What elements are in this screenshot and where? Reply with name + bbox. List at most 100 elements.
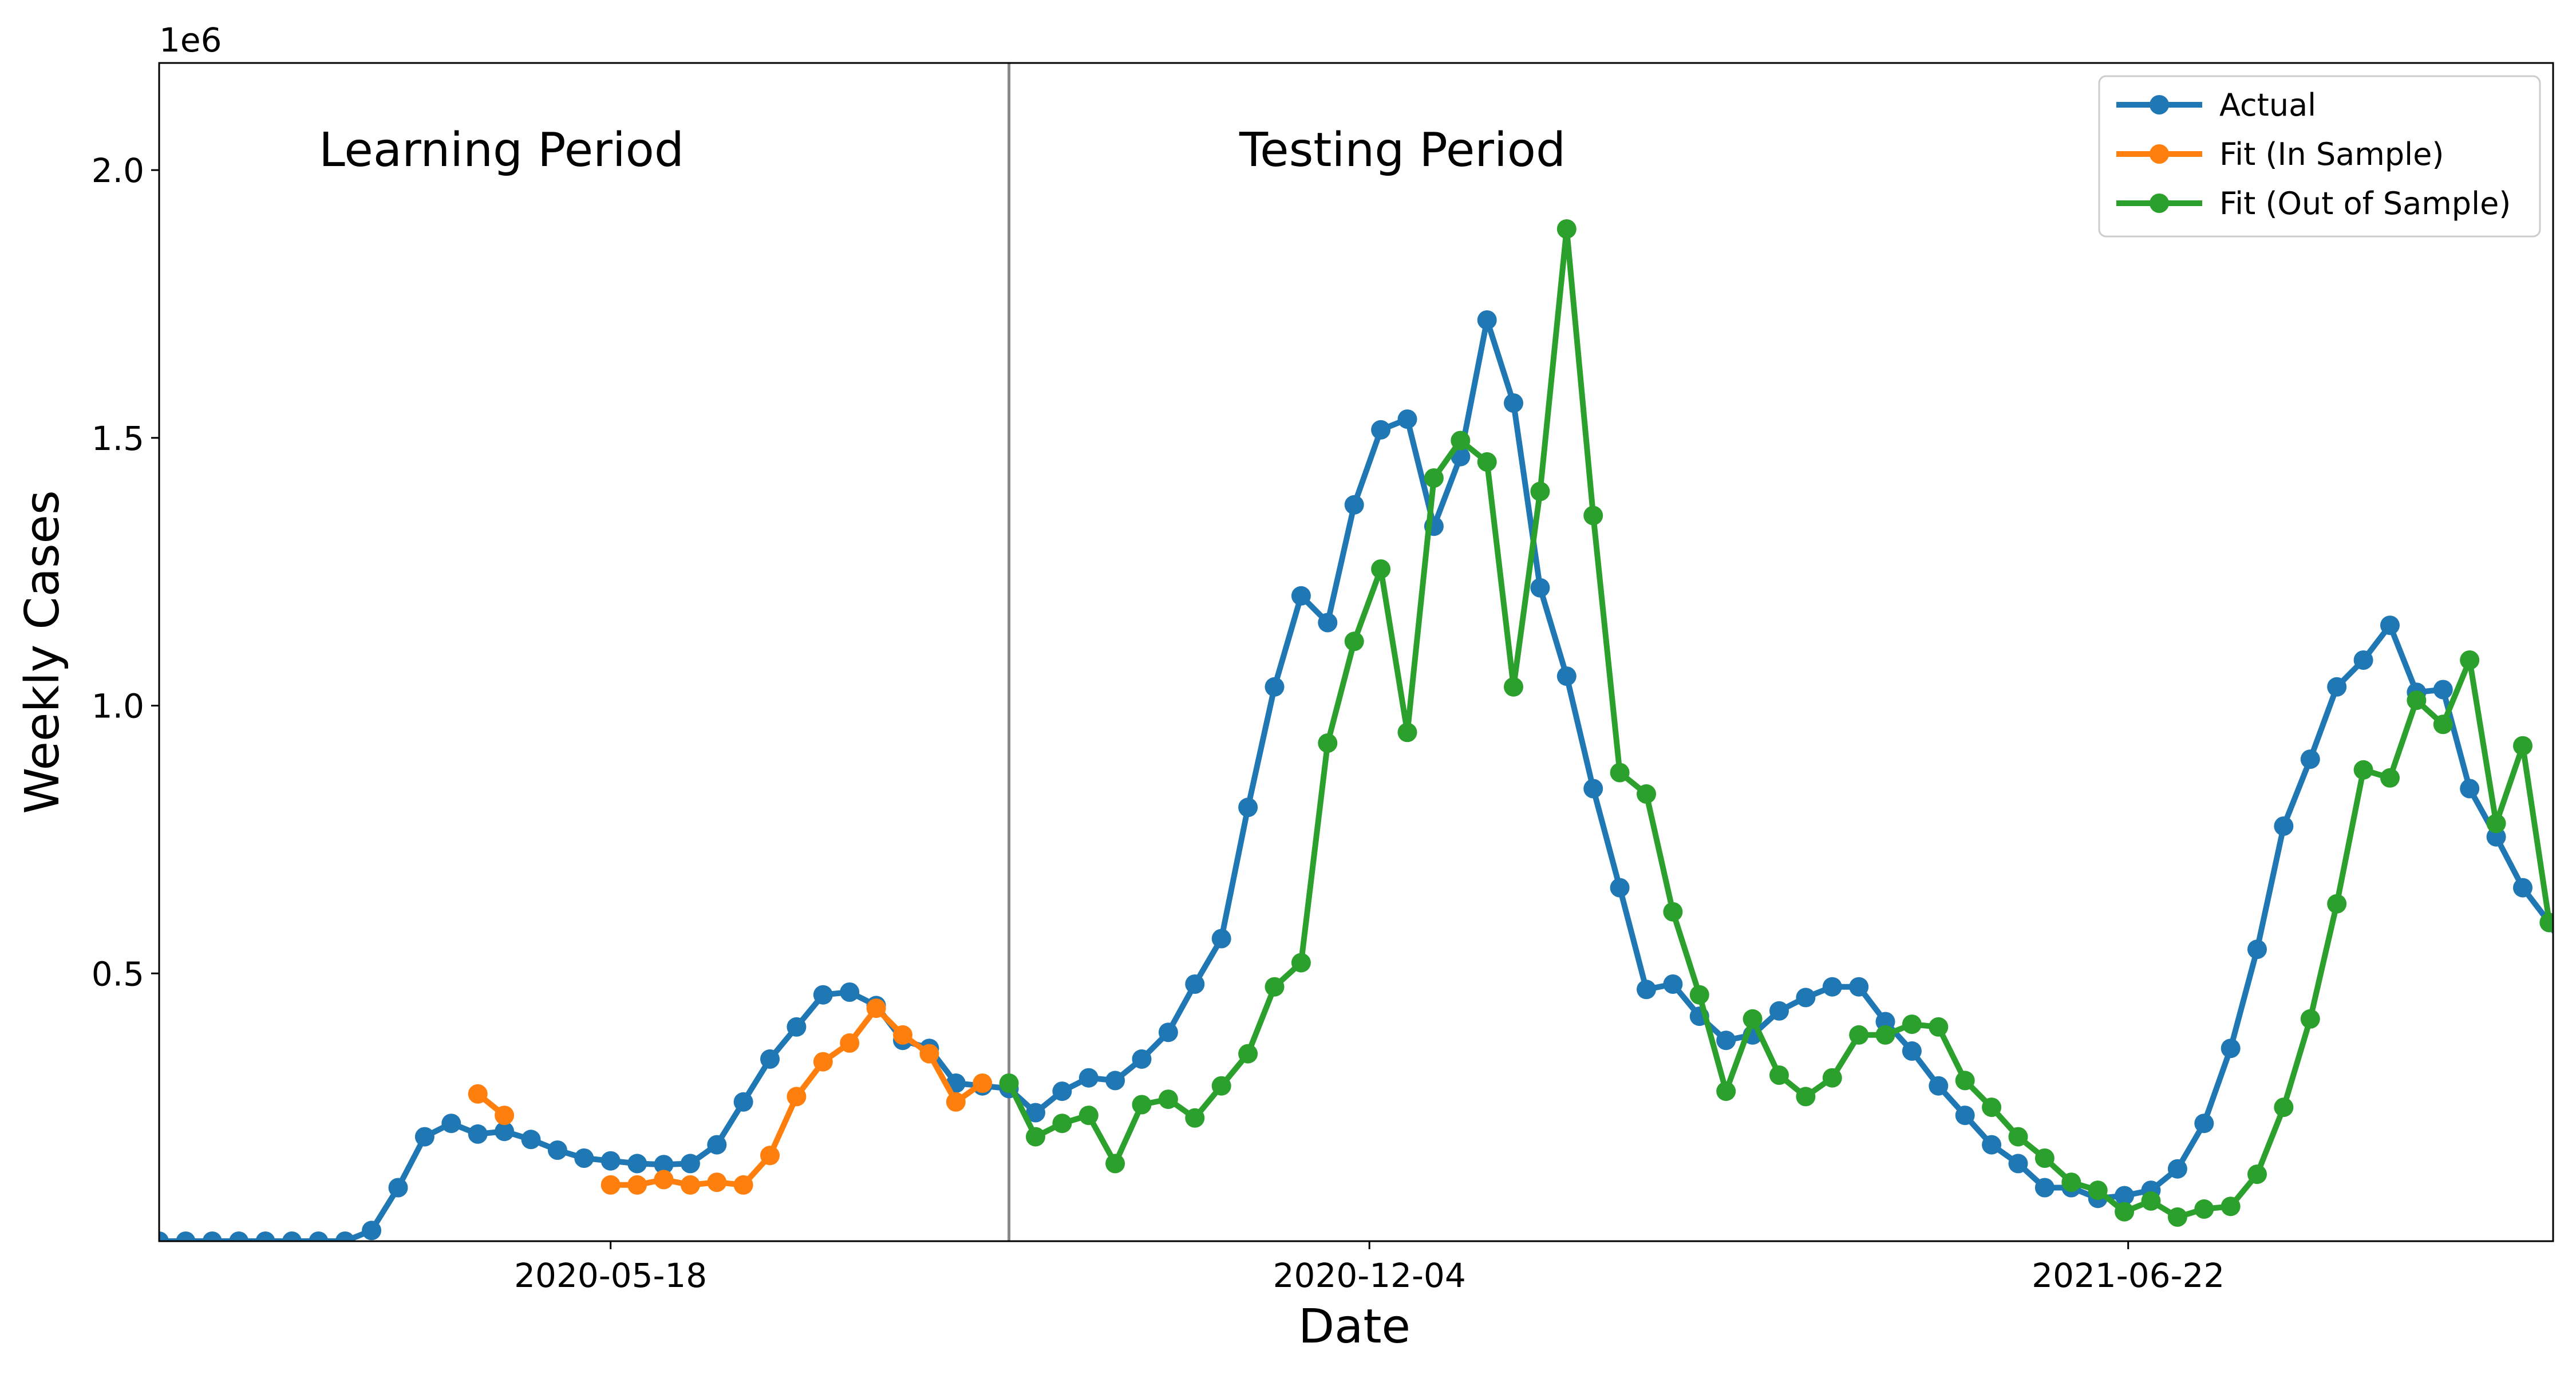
series-actual-point bbox=[309, 1231, 329, 1241]
series-fit-out-of-sample-point bbox=[2034, 1148, 2055, 1168]
series-actual-point bbox=[468, 1124, 488, 1144]
x-axis-label: Date bbox=[1298, 1300, 1411, 1354]
series-actual-point bbox=[1158, 1022, 1178, 1043]
x-tick-label: 2021-06-22 bbox=[2032, 1256, 2225, 1295]
series-fit-out-of-sample-point bbox=[2221, 1197, 2241, 1217]
series-fit-out-of-sample-point bbox=[1185, 1108, 1205, 1128]
series-actual-point bbox=[1238, 797, 1258, 818]
series-actual-point bbox=[1026, 1103, 1045, 1123]
series-fit-out-of-sample-point bbox=[2088, 1180, 2108, 1201]
series-fit-out-of-sample-point bbox=[2513, 736, 2532, 756]
series-fit-out-of-sample-point bbox=[1371, 559, 1391, 579]
series-fit-in-sample-point bbox=[866, 998, 886, 1018]
series-actual-point bbox=[335, 1231, 355, 1241]
series-actual-point bbox=[1583, 779, 1603, 799]
series-fit-in-sample-point bbox=[973, 1073, 993, 1093]
series-fit-out-of-sample-point bbox=[1822, 1068, 1842, 1088]
series-fit-out-of-sample-point bbox=[1530, 481, 1550, 502]
y-tick-label: 2.0 bbox=[92, 151, 144, 190]
series-actual-point bbox=[1052, 1081, 1072, 1101]
legend-entry: Fit (In Sample) bbox=[2219, 136, 2444, 172]
series-fit-out-of-sample-point bbox=[1929, 1017, 1949, 1037]
series-actual-point bbox=[1663, 974, 1683, 994]
series-fit-out-of-sample-point bbox=[1504, 677, 1523, 697]
series-fit-out-of-sample-point bbox=[2407, 690, 2427, 710]
series-actual-point bbox=[2300, 749, 2320, 769]
series-actual-point bbox=[654, 1155, 674, 1175]
series-fit-out-of-sample-point bbox=[1556, 219, 1577, 239]
series-actual-point bbox=[680, 1154, 700, 1174]
x-tick-label: 2020-05-18 bbox=[514, 1256, 707, 1295]
series-actual-point bbox=[2380, 615, 2400, 635]
series-actual-point bbox=[1185, 974, 1205, 994]
series-fit-out-of-sample-point bbox=[2460, 650, 2480, 670]
series-fit-out-of-sample-point bbox=[2380, 768, 2400, 788]
series-actual-point bbox=[1982, 1135, 2002, 1155]
y-offset-label: 1e6 bbox=[159, 21, 222, 60]
series-actual-point bbox=[1371, 420, 1391, 440]
series-actual-point bbox=[1397, 409, 1417, 429]
series-fit-in-sample-point bbox=[813, 1052, 833, 1072]
series-actual-point bbox=[574, 1148, 594, 1168]
series-actual-point bbox=[760, 1049, 780, 1069]
series-fit-out-of-sample-point bbox=[2353, 760, 2373, 780]
series-fit-in-sample-point bbox=[627, 1175, 647, 1195]
series-actual-point bbox=[1211, 929, 1231, 949]
x-tick-label: 2020-12-04 bbox=[1273, 1256, 1466, 1295]
series-fit-out-of-sample-point bbox=[1318, 733, 1338, 753]
series-actual-point bbox=[2486, 827, 2506, 847]
y-axis-label: Weekly Cases bbox=[15, 490, 70, 814]
series-actual-point bbox=[840, 982, 860, 1002]
series-fit-out-of-sample-point bbox=[1291, 953, 1311, 973]
series-fit-out-of-sample-point bbox=[2194, 1199, 2214, 1219]
series-actual-point bbox=[2008, 1154, 2028, 1174]
series-fit-out-of-sample-point bbox=[1424, 468, 1444, 488]
series-fit-out-of-sample-point bbox=[1158, 1089, 1178, 1110]
legend-entry: Fit (Out of Sample) bbox=[2219, 185, 2511, 222]
series-actual-point bbox=[495, 1122, 515, 1142]
series-fit-in-sample-point bbox=[680, 1175, 700, 1195]
series-fit-in-sample-point bbox=[760, 1146, 780, 1166]
series-actual-point bbox=[1955, 1105, 1975, 1126]
series-actual-point bbox=[813, 985, 833, 1005]
series-actual-point bbox=[1105, 1071, 1125, 1091]
x-axis: 2020-05-18 2020-12-04 2021-06-22 bbox=[514, 1241, 2225, 1295]
series-fit-out-of-sample-point bbox=[2247, 1164, 2267, 1185]
series-actual-point bbox=[2034, 1178, 2055, 1198]
series-fit-out-of-sample-point bbox=[2327, 894, 2347, 914]
legend-entry: Actual bbox=[2219, 87, 2316, 123]
series-fit-out-of-sample-point bbox=[1716, 1081, 1736, 1101]
series-fit-in-sample-point bbox=[840, 1033, 860, 1053]
series-fit-out-of-sample-point bbox=[2274, 1097, 2294, 1118]
y-tick-label: 1.0 bbox=[92, 687, 144, 726]
series-actual-point bbox=[1769, 1001, 1789, 1021]
series-fit-out-of-sample-point bbox=[1451, 431, 1471, 451]
series-actual-point bbox=[2274, 816, 2294, 836]
series-actual-point bbox=[1530, 578, 1550, 598]
annotation-learning-period: Learning Period bbox=[319, 123, 684, 177]
series-actual-point bbox=[2513, 878, 2532, 898]
legend-marker bbox=[2150, 194, 2169, 213]
series-fit-out-of-sample-point bbox=[1955, 1071, 1975, 1091]
series-fit-in-sample-point bbox=[495, 1105, 515, 1126]
series-fit-out-of-sample-point bbox=[1769, 1065, 1789, 1085]
series-fit-out-of-sample-point bbox=[1637, 784, 1656, 804]
series-actual-point bbox=[388, 1178, 408, 1198]
series-actual-point bbox=[600, 1151, 621, 1171]
y-tick-label: 1.5 bbox=[92, 419, 144, 458]
series-actual-point bbox=[1477, 310, 1497, 330]
series-actual-point bbox=[1929, 1076, 1949, 1096]
series-actual-point bbox=[441, 1114, 461, 1134]
series-actual-point bbox=[547, 1140, 567, 1160]
series-actual-point bbox=[176, 1231, 196, 1241]
series-fit-out-of-sample-point bbox=[2061, 1172, 2081, 1193]
series-actual-point bbox=[627, 1154, 647, 1174]
series-fit-out-of-sample-point bbox=[1078, 1105, 1099, 1126]
series-actual-point bbox=[2247, 939, 2267, 960]
series-fit-out-of-sample-point bbox=[1610, 763, 1630, 783]
series-actual-point bbox=[521, 1130, 541, 1150]
series-fit-out-of-sample-point bbox=[1211, 1076, 1231, 1096]
series-actual-point bbox=[2115, 1186, 2135, 1206]
series-fit-in-sample-point bbox=[468, 1084, 488, 1104]
series-fit-out-of-sample-point bbox=[2486, 814, 2506, 834]
